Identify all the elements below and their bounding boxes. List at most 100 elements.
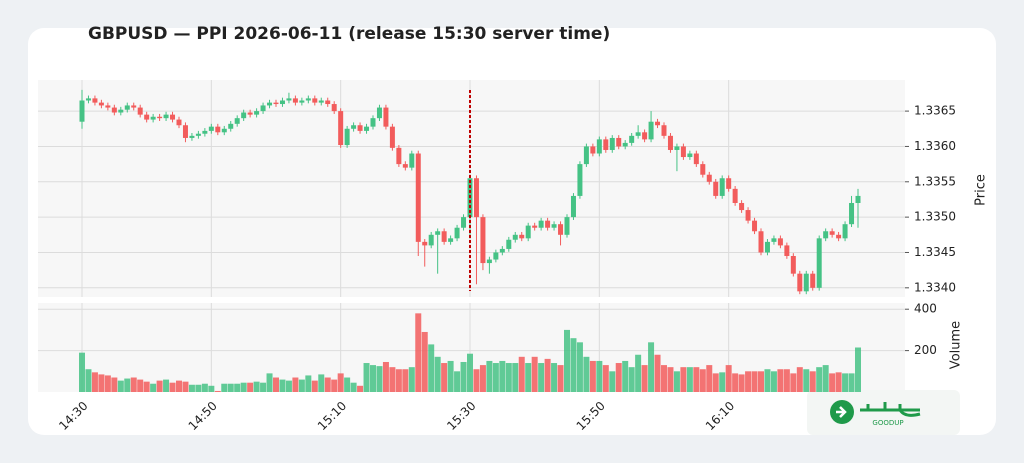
- candle-body: [325, 100, 331, 105]
- volume-bar: [654, 354, 661, 392]
- candle-body: [836, 234, 842, 239]
- candle-body: [752, 220, 758, 232]
- volume-bar: [505, 363, 512, 392]
- volume-axis-label: Volume: [949, 321, 964, 369]
- candle-body: [480, 217, 486, 264]
- candle-body: [208, 126, 214, 131]
- volume-bar: [434, 356, 441, 392]
- volume-bar: [551, 363, 558, 392]
- volume-bar: [305, 375, 312, 392]
- volume-bar: [285, 380, 292, 392]
- volume-bar: [311, 380, 318, 392]
- candle-body: [170, 114, 176, 120]
- volume-bar: [486, 360, 493, 392]
- volume-bar: [667, 367, 674, 392]
- volume-bar: [589, 360, 596, 392]
- volume-bar: [479, 365, 486, 392]
- candle-body: [79, 100, 85, 122]
- candle-body: [299, 100, 305, 103]
- candle-body: [784, 245, 790, 257]
- candle-body: [564, 217, 570, 235]
- candle-body: [473, 178, 479, 218]
- candle-body: [810, 273, 816, 288]
- candle-body: [247, 112, 253, 115]
- candle-body: [254, 111, 260, 115]
- candle-body: [551, 224, 557, 228]
- volume-bar: [292, 377, 299, 392]
- volume-bar: [499, 360, 506, 392]
- candle-body: [629, 135, 635, 143]
- volume-bar: [816, 367, 823, 392]
- candle-body: [389, 126, 395, 148]
- volume-bar: [344, 377, 351, 392]
- volume-bar: [467, 353, 473, 392]
- candle-body: [163, 114, 169, 119]
- candle-body: [849, 202, 855, 225]
- y-tick-label: 1.3365: [914, 104, 956, 118]
- volume-bar: [699, 369, 706, 392]
- candle-body: [855, 195, 861, 203]
- volume-bar: [234, 383, 241, 392]
- chart-title: GBPUSD — PPI 2026-06-11 (release 15:30 s…: [88, 24, 610, 44]
- volume-bar: [253, 381, 260, 392]
- volume-bar: [363, 363, 370, 392]
- candle-body: [519, 234, 525, 239]
- volume-bar: [538, 363, 545, 392]
- candle-body: [292, 98, 298, 103]
- volume-bar: [350, 382, 357, 392]
- candle-body: [693, 153, 699, 165]
- volume-bar: [673, 371, 680, 392]
- volume-bar: [188, 384, 195, 392]
- volume-bar: [441, 363, 448, 392]
- volume-bar: [421, 331, 428, 392]
- candle-body: [454, 227, 460, 239]
- volume-bar: [130, 377, 137, 392]
- candle-body: [124, 105, 130, 110]
- candle-body: [823, 231, 829, 239]
- volume-bar: [473, 369, 480, 392]
- candle-body: [331, 104, 337, 112]
- volume-bar: [201, 383, 208, 392]
- candle-body: [661, 125, 667, 136]
- candle-body: [558, 224, 564, 235]
- candle-body: [234, 118, 240, 124]
- volume-bar: [712, 373, 719, 392]
- candle-body: [635, 132, 641, 136]
- volume-bar: [596, 360, 603, 392]
- candle-body: [687, 153, 693, 158]
- candle-body: [674, 146, 680, 150]
- volume-bar: [615, 363, 622, 392]
- volume-bar: [855, 347, 861, 392]
- candle-body: [228, 123, 234, 129]
- volume-tick-label: 400: [914, 302, 937, 316]
- volume-bar: [803, 369, 810, 392]
- candle-body: [105, 105, 111, 108]
- candle-body: [260, 105, 266, 112]
- candle-body: [829, 231, 835, 235]
- candle-body: [790, 256, 796, 274]
- volume-bar: [512, 363, 519, 392]
- candle-body: [486, 259, 492, 264]
- volume-bar: [751, 371, 758, 392]
- candle-body: [176, 119, 182, 126]
- volume-bar: [842, 373, 849, 392]
- candle-body: [98, 102, 104, 106]
- candle-body: [680, 146, 686, 158]
- candle-body: [279, 100, 285, 105]
- candle-body: [713, 181, 719, 196]
- volume-bar: [428, 344, 435, 392]
- y-tick-label: 1.3360: [914, 139, 956, 153]
- y-tick-label: 1.3350: [914, 210, 956, 224]
- volume-tick-label: 200: [914, 343, 937, 357]
- volume-bar: [176, 380, 182, 392]
- volume-bar: [266, 373, 273, 392]
- candle-body: [137, 107, 143, 115]
- volume-bar: [790, 373, 797, 392]
- candle-body: [221, 128, 227, 133]
- candle-body: [157, 116, 163, 119]
- volume-bar: [460, 361, 467, 392]
- candle-body: [131, 105, 137, 108]
- candle-body: [415, 153, 421, 242]
- volume-bar: [783, 369, 790, 392]
